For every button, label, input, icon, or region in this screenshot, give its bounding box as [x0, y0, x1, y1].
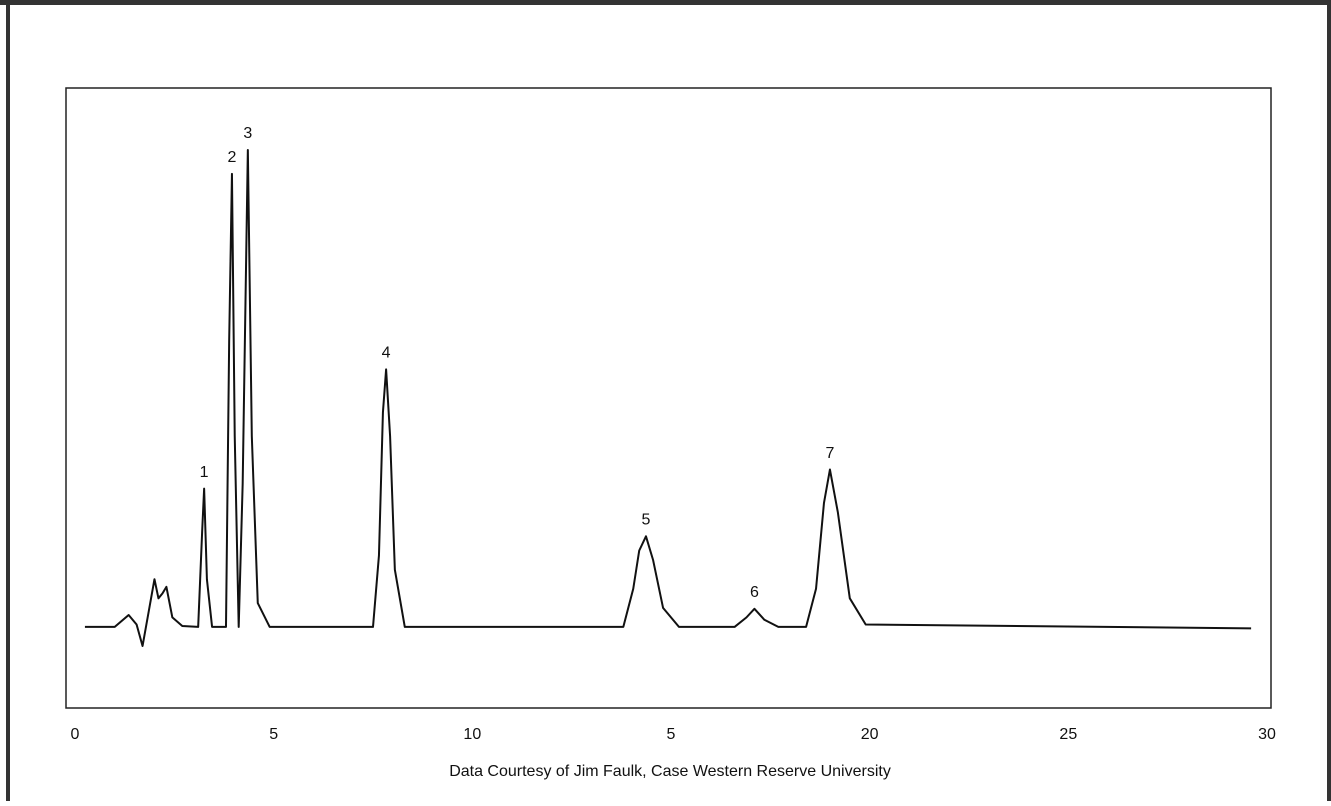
- footnote: Data Courtesy of Jim Faulk, Case Western…: [449, 763, 891, 780]
- x-tick-label: 5: [269, 726, 278, 743]
- x-tick-label: 10: [463, 726, 481, 743]
- peak-label: 3: [243, 125, 252, 142]
- x-tick-label: 25: [1059, 726, 1077, 743]
- peak-label: 4: [382, 345, 391, 362]
- peak-label: 7: [825, 445, 834, 462]
- peak-label: 6: [750, 584, 759, 601]
- peak-label: 1: [200, 464, 209, 481]
- x-tick-label: 0: [71, 726, 80, 743]
- window-border-top: [0, 0, 1331, 5]
- window-border-left: [6, 0, 10, 801]
- x-tick-label: 20: [861, 726, 879, 743]
- x-tick-label: 30: [1258, 726, 1276, 743]
- peak-label: 5: [642, 512, 651, 529]
- chromatogram-line: [84, 149, 1252, 647]
- x-tick-label: 5: [667, 726, 676, 743]
- plot-frame: [65, 87, 1272, 709]
- window-border-right: [1327, 0, 1331, 801]
- peak-label: 2: [227, 149, 236, 166]
